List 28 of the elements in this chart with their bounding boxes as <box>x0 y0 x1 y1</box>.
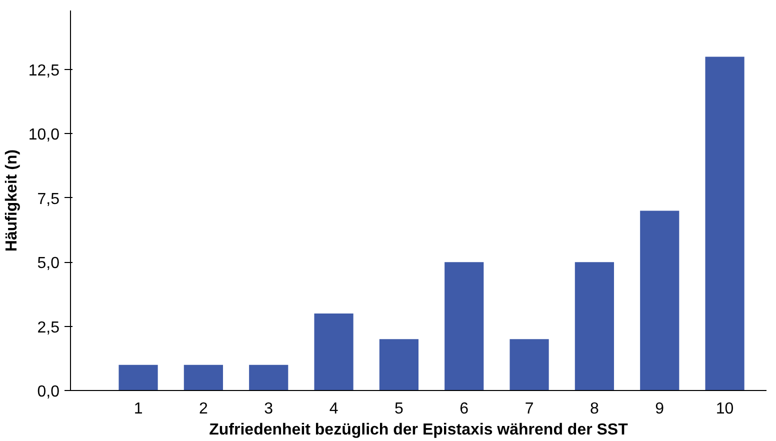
y-tick-label: 12,5 <box>28 62 60 80</box>
y-tick-label: 10,0 <box>28 126 60 144</box>
bar <box>574 262 614 390</box>
x-tick-label: 3 <box>264 400 274 418</box>
x-tick-label: 6 <box>460 400 469 418</box>
y-tick-label: 2,5 <box>37 319 60 336</box>
x-tick-label: 4 <box>329 400 338 418</box>
bar <box>640 210 680 390</box>
x-axis-title: Zufriedenheit bezüglich der Epistaxis während der SST <box>209 422 628 438</box>
bar <box>510 339 549 390</box>
x-tick-label: 9 <box>655 400 664 418</box>
bar <box>118 364 158 390</box>
bar <box>379 339 418 390</box>
y-tick-label: 0,0 <box>37 384 60 400</box>
y-tick-label: 7,5 <box>37 190 60 208</box>
y-tick-label: 5,0 <box>37 255 60 272</box>
bar <box>705 56 744 390</box>
x-tick-label: 10 <box>716 400 734 418</box>
x-tick-label: 7 <box>524 400 534 418</box>
bar <box>314 313 354 390</box>
x-tick-label: 5 <box>394 400 404 418</box>
y-axis-title: Häufigkeit (n) <box>3 149 20 252</box>
x-tick-label: 2 <box>198 400 208 418</box>
bar <box>249 364 288 390</box>
x-tick-label: 8 <box>590 400 600 418</box>
bar <box>444 262 484 390</box>
x-tick-label: 1 <box>134 400 143 418</box>
bar <box>184 364 223 390</box>
